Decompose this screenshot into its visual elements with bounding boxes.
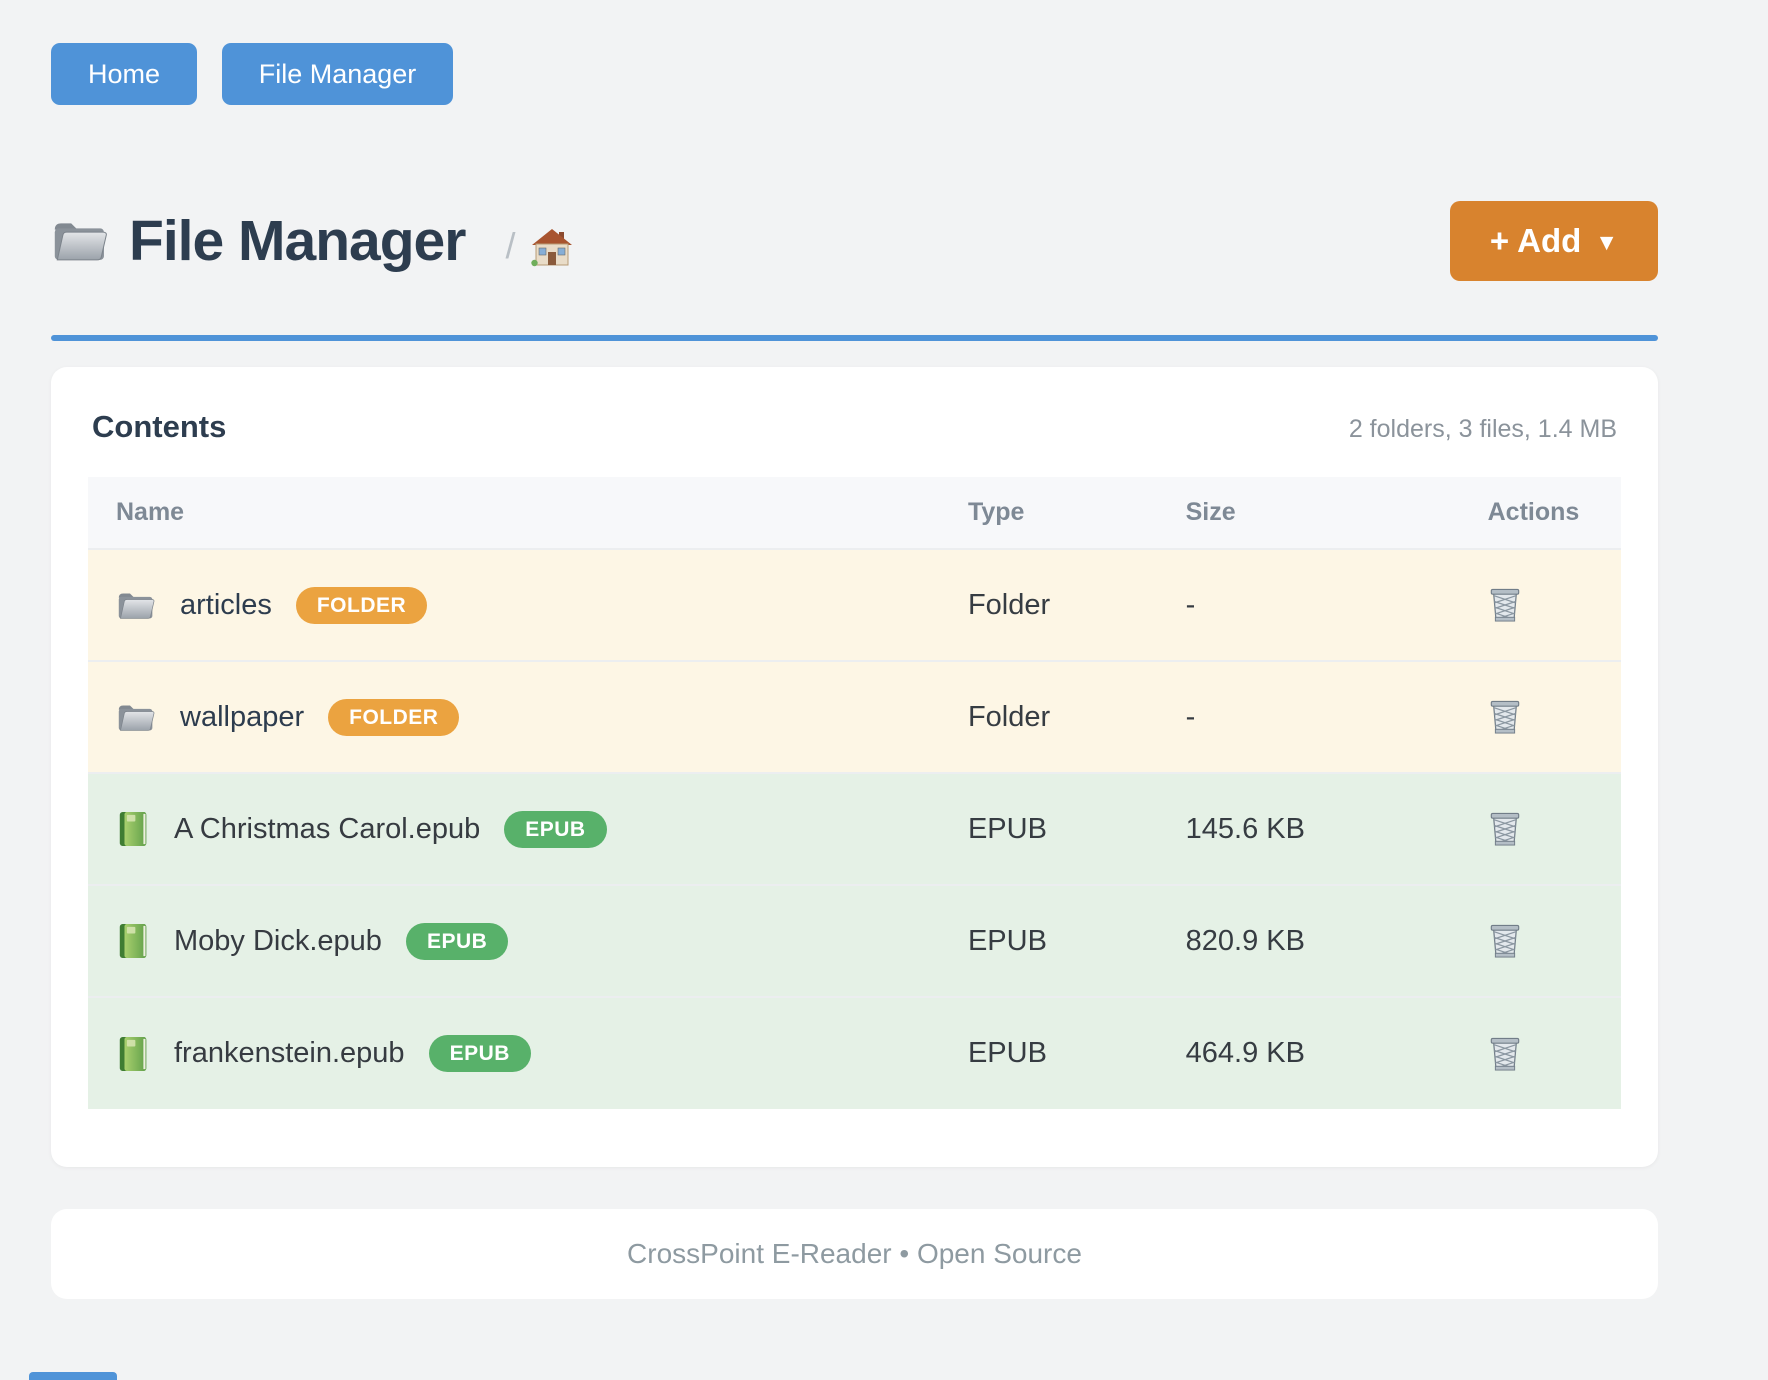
item-size: - xyxy=(1185,660,1488,773)
contents-card-header: Contents 2 folders, 3 files, 1.4 MB xyxy=(88,409,1621,445)
file-manager-button[interactable]: File Manager xyxy=(222,43,453,105)
contents-card: Contents 2 folders, 3 files, 1.4 MB Name… xyxy=(51,367,1658,1167)
item-size: 145.6 KB xyxy=(1185,772,1488,885)
column-header-name: Name xyxy=(88,477,968,549)
item-name: Moby Dick.epub xyxy=(174,924,382,957)
delete-button[interactable] xyxy=(1488,586,1522,624)
folder-icon xyxy=(116,702,156,733)
trash-icon xyxy=(1488,586,1522,624)
contents-heading: Contents xyxy=(92,409,227,444)
type-badge: FOLDER xyxy=(328,698,460,736)
item-type: Folder xyxy=(967,548,1186,661)
footer: CrossPoint E-Reader • Open Source xyxy=(51,1209,1658,1299)
file-table-header: Name Type Size Actions xyxy=(88,477,1621,549)
table-row-moby-dick[interactable]: Moby Dick.epub EPUB EPUB 820.9 KB xyxy=(88,884,1621,997)
title-divider xyxy=(51,335,1658,341)
page-container: Home File Manager File Manager / + Add ▼… xyxy=(51,0,1658,1299)
delete-button[interactable] xyxy=(1488,922,1522,960)
item-name: wallpaper xyxy=(180,700,305,733)
table-row-frankenstein[interactable]: frankenstein.epub EPUB EPUB 464.9 KB xyxy=(88,996,1621,1109)
add-button-label: + Add xyxy=(1489,222,1582,259)
column-header-size: Size xyxy=(1185,477,1488,549)
type-badge: EPUB xyxy=(504,810,607,848)
item-name: A Christmas Carol.epub xyxy=(174,812,481,845)
home-button[interactable]: Home xyxy=(51,43,197,105)
add-button[interactable]: + Add ▼ xyxy=(1450,201,1658,281)
type-badge: FOLDER xyxy=(295,586,428,624)
item-size: 820.9 KB xyxy=(1185,884,1488,997)
table-row-a-christmas-carol[interactable]: A Christmas Carol.epub EPUB EPUB 145.6 K… xyxy=(88,772,1621,885)
delete-button[interactable] xyxy=(1488,810,1522,848)
type-badge: EPUB xyxy=(405,922,509,960)
folder-icon xyxy=(116,590,156,621)
trash-icon xyxy=(1488,698,1522,736)
partial-element-bottom xyxy=(29,1372,117,1380)
type-badge: EPUB xyxy=(428,1035,531,1072)
trash-icon xyxy=(1488,922,1522,960)
contents-summary: 2 folders, 3 files, 1.4 MB xyxy=(1348,415,1617,443)
house-icon[interactable] xyxy=(531,227,573,267)
delete-button[interactable] xyxy=(1488,698,1522,736)
book-icon xyxy=(116,922,150,960)
page-title: File Manager xyxy=(129,209,466,273)
item-type: EPUB xyxy=(967,884,1186,997)
trash-icon xyxy=(1488,1035,1522,1073)
delete-button[interactable] xyxy=(1488,1035,1522,1073)
book-icon xyxy=(116,1035,150,1073)
page-header: File Manager / + Add ▼ xyxy=(51,201,1658,281)
item-type: Folder xyxy=(967,660,1186,773)
item-name: articles xyxy=(180,588,272,621)
trash-icon xyxy=(1488,810,1522,848)
folder-icon xyxy=(51,217,109,265)
footer-text: CrossPoint E-Reader • Open Source xyxy=(627,1238,1082,1269)
file-table: Name Type Size Actions articles FOLDER xyxy=(88,477,1621,1109)
column-header-type: Type xyxy=(967,477,1186,549)
item-type: EPUB xyxy=(967,772,1186,885)
column-header-actions: Actions xyxy=(1487,477,1621,549)
table-row-articles[interactable]: articles FOLDER Folder - xyxy=(88,548,1621,661)
chevron-down-icon: ▼ xyxy=(1595,229,1619,255)
item-name: frankenstein.epub xyxy=(174,1037,405,1069)
breadcrumb-separator: / xyxy=(505,225,516,266)
top-nav: Home File Manager xyxy=(51,0,1658,105)
item-size: - xyxy=(1185,548,1488,661)
item-type: EPUB xyxy=(967,996,1186,1109)
book-icon xyxy=(116,810,150,848)
table-row-wallpaper[interactable]: wallpaper FOLDER Folder - xyxy=(88,660,1621,773)
item-size: 464.9 KB xyxy=(1185,996,1488,1109)
